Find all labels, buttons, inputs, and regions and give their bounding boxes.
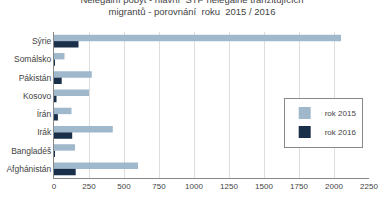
svg-text:0: 0 xyxy=(52,182,57,191)
svg-text:Kosovo: Kosovo xyxy=(23,91,52,101)
svg-text:rok 2016: rok 2016 xyxy=(325,128,357,137)
svg-text:Somálsko: Somálsko xyxy=(14,54,52,64)
svg-text:Afghánistán: Afghánistán xyxy=(6,164,51,174)
svg-text:rok 2015: rok 2015 xyxy=(325,109,357,118)
svg-text:500: 500 xyxy=(117,182,131,191)
svg-text:1250: 1250 xyxy=(220,182,238,191)
svg-text:1500: 1500 xyxy=(255,182,273,191)
svg-text:Sýrie: Sýrie xyxy=(32,36,52,46)
svg-text:1750: 1750 xyxy=(290,182,308,191)
svg-text:Irák: Irák xyxy=(37,127,52,137)
svg-text:2000: 2000 xyxy=(325,182,343,191)
svg-text:1000: 1000 xyxy=(185,182,203,191)
svg-text:Pákistán: Pákistán xyxy=(19,73,52,83)
svg-text:Írán: Írán xyxy=(37,109,52,119)
svg-text:Nelegální pobyt - hlavní STP: Nelegální pobyt - hlavní STP nelegálně t… xyxy=(80,0,303,17)
svg-text:2250: 2250 xyxy=(360,182,378,191)
svg-text:250: 250 xyxy=(82,182,96,191)
svg-text:750: 750 xyxy=(152,182,166,191)
svg-text:Bangladéš: Bangladéš xyxy=(11,146,51,156)
